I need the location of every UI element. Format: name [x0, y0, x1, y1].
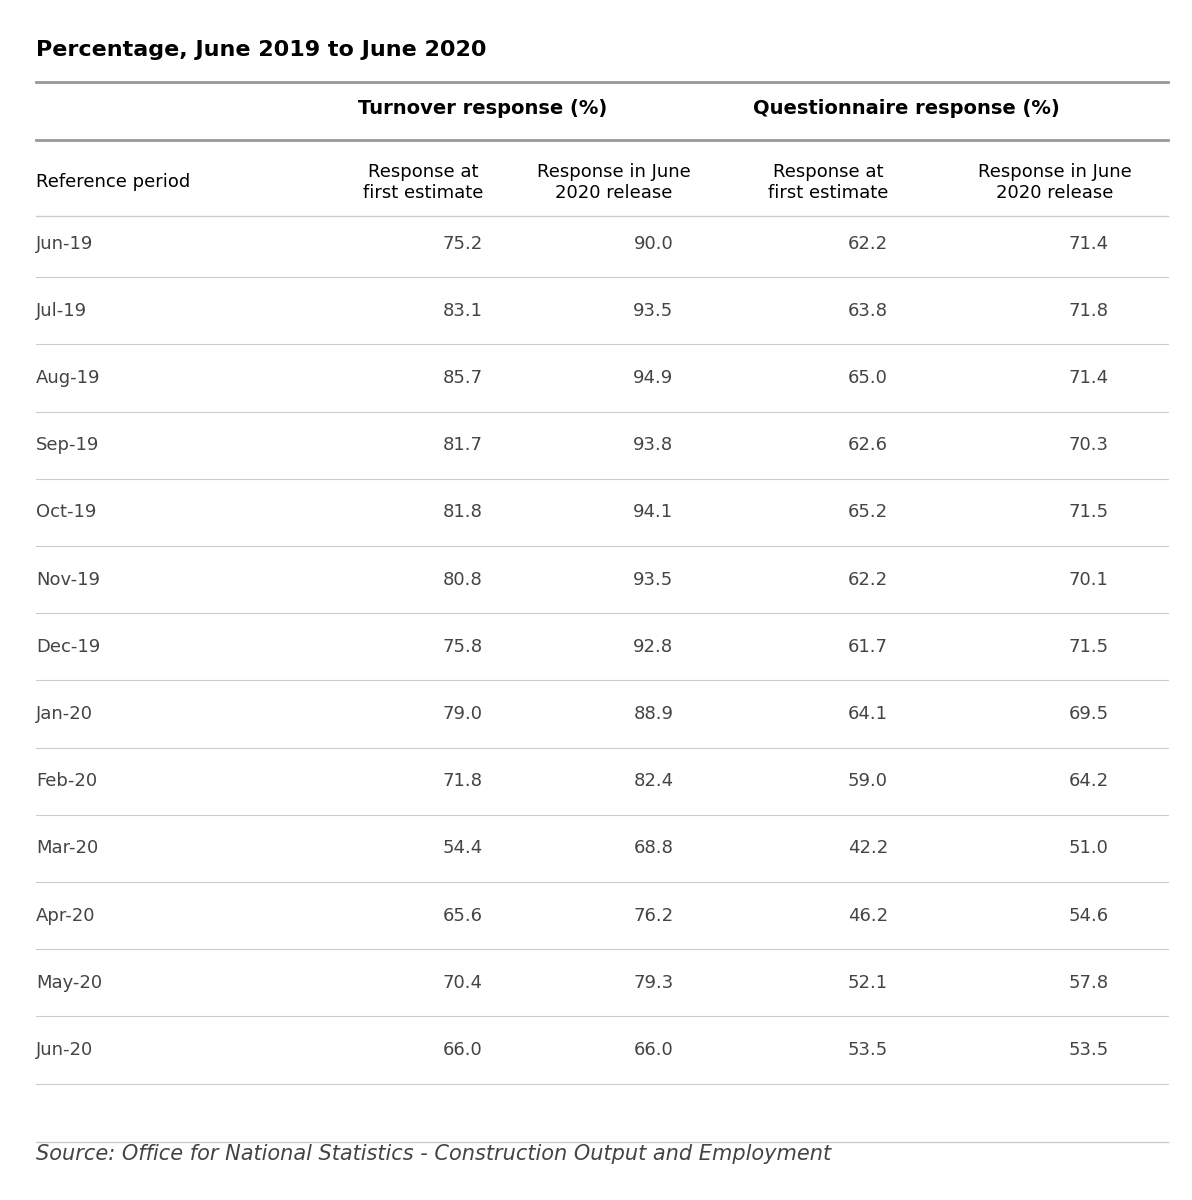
- Text: Jun-19: Jun-19: [36, 234, 93, 252]
- Text: Mar-20: Mar-20: [36, 840, 98, 857]
- Text: Response at
first estimate: Response at first estimate: [364, 163, 483, 202]
- Text: 70.4: 70.4: [442, 973, 483, 991]
- Text: 62.2: 62.2: [848, 234, 888, 252]
- Text: May-20: May-20: [36, 973, 101, 991]
- Text: 82.4: 82.4: [633, 773, 673, 790]
- Text: 69.5: 69.5: [1068, 704, 1109, 722]
- Text: Sep-19: Sep-19: [36, 437, 99, 454]
- Text: 66.0: 66.0: [634, 1040, 673, 1058]
- Text: 85.7: 85.7: [442, 368, 483, 386]
- Text: 62.2: 62.2: [848, 571, 888, 588]
- Text: 79.3: 79.3: [633, 973, 673, 991]
- Text: 94.1: 94.1: [633, 504, 673, 521]
- Text: 76.2: 76.2: [633, 907, 673, 924]
- Text: 80.8: 80.8: [443, 571, 483, 588]
- Text: Response in June
2020 release: Response in June 2020 release: [979, 163, 1131, 202]
- Text: 62.6: 62.6: [848, 437, 888, 454]
- Text: Aug-19: Aug-19: [36, 368, 100, 386]
- Text: 81.8: 81.8: [443, 504, 483, 521]
- Text: 51.0: 51.0: [1069, 840, 1109, 857]
- Text: 93.8: 93.8: [633, 437, 673, 454]
- Text: 63.8: 63.8: [848, 301, 888, 319]
- Text: 64.2: 64.2: [1068, 773, 1109, 790]
- Text: 93.5: 93.5: [633, 301, 673, 319]
- Text: 71.5: 71.5: [1068, 637, 1109, 655]
- Text: 53.5: 53.5: [848, 1040, 888, 1058]
- Text: 90.0: 90.0: [634, 234, 673, 252]
- Text: 88.9: 88.9: [633, 704, 673, 722]
- Text: 65.0: 65.0: [849, 368, 888, 386]
- Text: 59.0: 59.0: [848, 773, 888, 790]
- Text: Turnover response (%): Turnover response (%): [358, 98, 608, 118]
- Text: Questionnaire response (%): Questionnaire response (%): [752, 98, 1060, 118]
- Text: 71.4: 71.4: [1068, 368, 1109, 386]
- Text: Nov-19: Nov-19: [36, 571, 100, 588]
- Text: 75.8: 75.8: [442, 637, 483, 655]
- Text: 94.9: 94.9: [633, 368, 673, 386]
- Text: 79.0: 79.0: [442, 704, 483, 722]
- Text: 57.8: 57.8: [1068, 973, 1109, 991]
- Text: Response at
first estimate: Response at first estimate: [769, 163, 888, 202]
- Text: 54.6: 54.6: [1068, 907, 1109, 924]
- Text: 64.1: 64.1: [848, 704, 888, 722]
- Text: 54.4: 54.4: [442, 840, 483, 857]
- Text: 65.6: 65.6: [442, 907, 483, 924]
- Text: 93.5: 93.5: [633, 571, 673, 588]
- Text: Reference period: Reference period: [36, 174, 190, 191]
- Text: Feb-20: Feb-20: [36, 773, 97, 790]
- Text: 61.7: 61.7: [848, 637, 888, 655]
- Text: 71.8: 71.8: [1068, 301, 1109, 319]
- Text: Oct-19: Oct-19: [36, 504, 97, 521]
- Text: Jan-20: Jan-20: [36, 704, 93, 722]
- Text: 70.1: 70.1: [1069, 571, 1109, 588]
- Text: Dec-19: Dec-19: [36, 637, 100, 655]
- Text: Percentage, June 2019 to June 2020: Percentage, June 2019 to June 2020: [36, 40, 486, 60]
- Text: 46.2: 46.2: [848, 907, 888, 924]
- Text: Response in June
2020 release: Response in June 2020 release: [538, 163, 690, 202]
- Text: Jun-20: Jun-20: [36, 1040, 93, 1058]
- Text: 75.2: 75.2: [442, 234, 483, 252]
- Text: 71.4: 71.4: [1068, 234, 1109, 252]
- Text: 71.8: 71.8: [442, 773, 483, 790]
- Text: 65.2: 65.2: [848, 504, 888, 521]
- Text: 71.5: 71.5: [1068, 504, 1109, 521]
- Text: 92.8: 92.8: [633, 637, 673, 655]
- Text: 68.8: 68.8: [634, 840, 673, 857]
- Text: Jul-19: Jul-19: [36, 301, 87, 319]
- Text: Apr-20: Apr-20: [36, 907, 95, 924]
- Text: 52.1: 52.1: [848, 973, 888, 991]
- Text: Source: Office for National Statistics - Construction Output and Employment: Source: Office for National Statistics -…: [36, 1144, 831, 1164]
- Text: 42.2: 42.2: [848, 840, 888, 857]
- Text: 81.7: 81.7: [442, 437, 483, 454]
- Text: 83.1: 83.1: [442, 301, 483, 319]
- Text: 66.0: 66.0: [443, 1040, 483, 1058]
- Text: 70.3: 70.3: [1068, 437, 1109, 454]
- Text: 53.5: 53.5: [1068, 1040, 1109, 1058]
